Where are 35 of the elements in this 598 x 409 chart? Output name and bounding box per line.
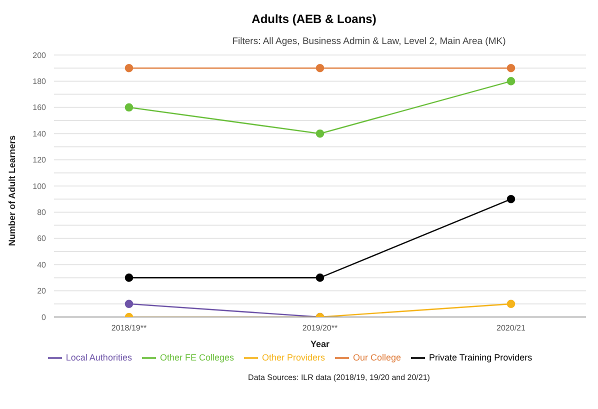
- point: [124, 274, 134, 282]
- legend-label: Local Authorities: [66, 352, 132, 362]
- point: [506, 194, 516, 204]
- y-tick-label: 100: [32, 182, 47, 191]
- x-tick-label: 2018/19**: [111, 324, 147, 333]
- y-tick-label: 60: [37, 234, 47, 244]
- point: [316, 64, 324, 72]
- x-tick-label: 2019/20**: [302, 324, 338, 333]
- y-tick-label: 140: [32, 129, 47, 138]
- point: [124, 103, 134, 112]
- legend-label: Other FE Colleges: [160, 352, 234, 362]
- chart-title: Adults (AEB & Loans): [250, 12, 378, 26]
- y-tick-label: 180: [32, 77, 47, 86]
- x-tick-label: 2020/21: [496, 324, 526, 333]
- x-axis-title: Year: [310, 339, 330, 349]
- y-tick-label: 20: [37, 286, 47, 296]
- point: [316, 274, 324, 282]
- legend-label: Private Training Providers: [429, 352, 532, 362]
- y-tick-label: 160: [32, 103, 47, 112]
- y-tick-label: 120: [32, 156, 47, 165]
- point: [124, 64, 134, 72]
- legend-label: Our College: [353, 352, 402, 362]
- text: Data Sources: ILR data (2018/19, 19/20 and 20/21): [247, 373, 431, 382]
- y-tick-label: 200: [32, 50, 47, 60]
- point: [506, 77, 516, 86]
- chart-subtitle: Filters: All Ages, Business Admin & Law, Level 2, Main Area (MK): [231, 36, 507, 47]
- point: [124, 300, 134, 308]
- point: [506, 64, 516, 72]
- y-tick-label: 0: [42, 312, 47, 322]
- point: [506, 300, 516, 308]
- y-tick-label: 40: [37, 260, 47, 270]
- point: [316, 129, 324, 138]
- legend-label: Other Providers: [262, 352, 326, 362]
- y-tick-label: 80: [37, 208, 47, 218]
- y-axis-title: Number of Adult Learners: [7, 135, 18, 246]
